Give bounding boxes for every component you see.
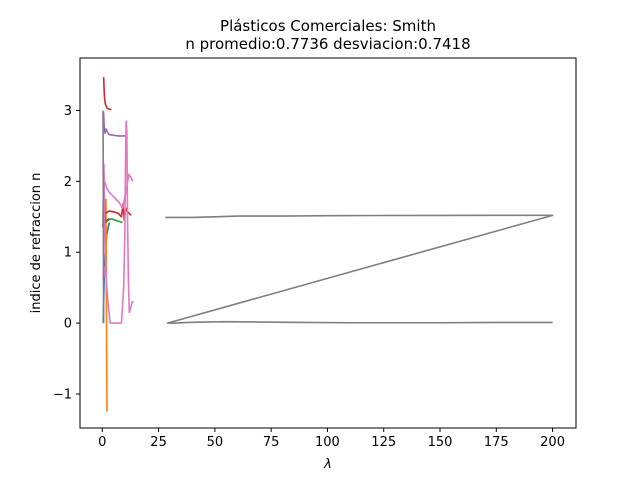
series-line-11 [102,110,105,324]
x-tick-label: 0 [98,435,106,450]
x-tick-label: 175 [484,435,509,450]
plot-frame [79,57,577,429]
series-layer [102,77,554,412]
x-tick-label: 200 [540,435,565,450]
y-axis-label: indice de refraccion n [29,173,44,314]
x-tick-label: 100 [315,435,340,450]
series-line-5 [102,112,126,137]
x-axis-ticks: 0 25 50 75 100 125 150 175 200 [98,428,565,450]
y-tick-label: 0 [64,317,72,332]
series-line-10 [165,214,554,324]
y-tick-label: 3 [64,104,72,119]
series-line-8 [103,173,134,210]
chart-subtitle: n promedio:0.7736 desviacion:0.7418 [185,35,470,53]
y-tick-label: −1 [53,387,72,402]
series-line-7 [103,120,134,324]
x-tick-label: 150 [428,435,453,450]
x-tick-label: 125 [371,435,396,450]
y-tick-label: 1 [64,246,72,261]
series-line-1 [105,199,108,412]
series-line-2 [106,218,123,224]
y-axis-ticks: −1 0 1 2 3 [53,104,80,402]
y-tick-label: 2 [64,175,72,190]
chart-title: Plásticos Comerciales: Smith [220,17,436,35]
x-tick-label: 25 [150,435,167,450]
x-tick-label: 75 [263,435,280,450]
x-tick-label: 50 [207,435,224,450]
x-axis-label: λ [323,457,332,472]
series-line-3 [102,77,112,111]
